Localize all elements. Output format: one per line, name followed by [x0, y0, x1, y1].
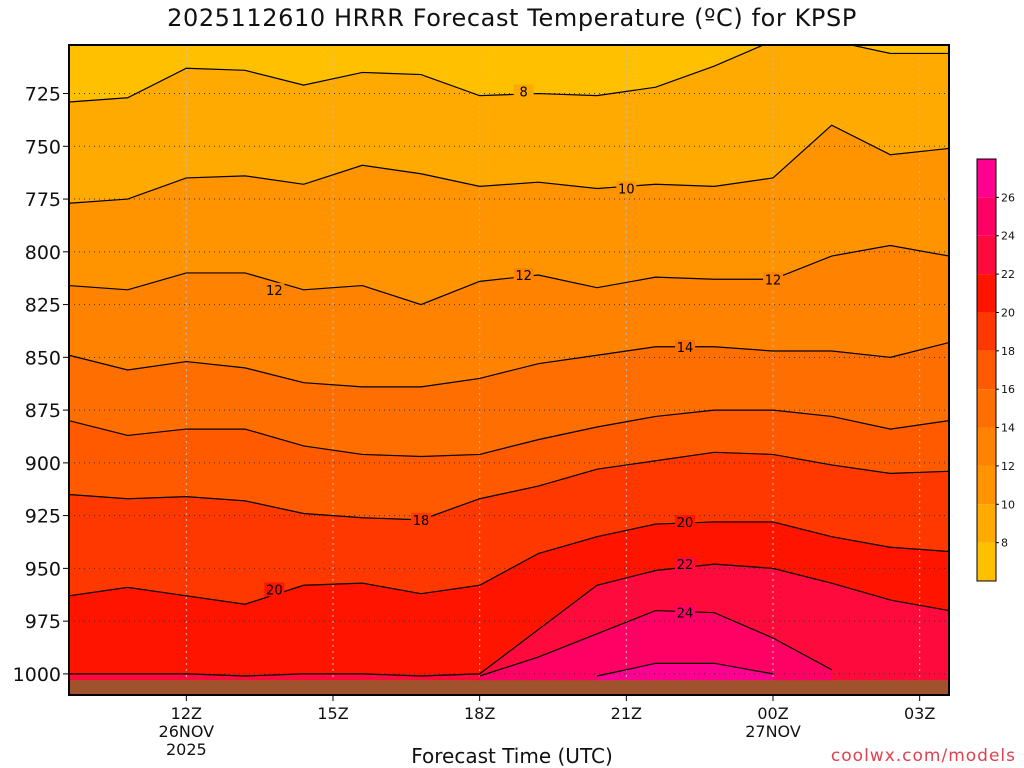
contour-label-bg-0 — [513, 84, 534, 99]
colorbar-tick-label-18: 18 — [1001, 345, 1015, 358]
y-tick-label-875: 875 — [25, 400, 61, 422]
y-tick-label-775: 775 — [25, 189, 61, 211]
y-tick-label-925: 925 — [25, 506, 61, 528]
colorbar-tick-label-14: 14 — [1001, 422, 1015, 435]
x-tick-label-15Z: 15Z — [317, 704, 348, 723]
contour-label-bg-1 — [616, 181, 637, 196]
x-tick-label-03Z: 03Z — [904, 704, 935, 723]
colorbar-tick-label-16: 16 — [1001, 383, 1015, 396]
contour-label-bg-5 — [675, 339, 695, 354]
contour-line-14 — [69, 341, 949, 388]
contour-label-8: 8 — [520, 85, 528, 100]
y-tick-label-800: 800 — [25, 242, 61, 264]
y-tick-label-850: 850 — [25, 347, 61, 369]
colorbar-swatch-16 — [977, 350, 996, 390]
ground-fill — [69, 680, 949, 695]
contour-label-10: 10 — [618, 183, 635, 198]
contour-label-bg-8 — [675, 514, 695, 529]
contour-label-bg-6 — [411, 512, 431, 527]
colorbar: 8 10 12 14 16 18 20 22 24 26 — [976, 158, 1015, 582]
temperature-fills — [69, 45, 949, 695]
ground-layer — [69, 680, 949, 695]
colorbar-tick-label-10: 10 — [1001, 498, 1015, 511]
colorbar-swatch-8 — [977, 504, 996, 543]
colorbar-tick-label-20: 20 — [1001, 306, 1015, 319]
y-tick-label-950: 950 — [25, 558, 61, 580]
colorbar-swatch-10 — [977, 465, 996, 505]
y-tick-label-900: 900 — [25, 453, 61, 475]
colorbar-swatch-22 — [977, 235, 996, 275]
colorbar-tick-label-12: 12 — [1001, 460, 1015, 473]
y-tick-label-825: 825 — [25, 295, 61, 317]
plot-frame — [68, 44, 950, 696]
contour-label-14: 14 — [677, 341, 694, 356]
colorbar-swatch-6 — [977, 542, 996, 581]
colorbar-tick-label-22: 22 — [1001, 268, 1015, 281]
contour-label-12: 12 — [515, 269, 532, 284]
contour-line-10 — [69, 124, 949, 204]
colorbar-tick-label-8: 8 — [1001, 537, 1008, 550]
colorbar-swatch-14 — [977, 389, 996, 428]
contour-label-24: 24 — [677, 607, 694, 622]
x-tick-label-00Z: 00Z — [757, 704, 788, 723]
contour-label-bg-4 — [763, 272, 783, 287]
contour-label-bg-2 — [264, 282, 285, 297]
x-tick-sublabel-27NOV: 27NOV — [745, 722, 801, 741]
contour-line-20 — [69, 521, 949, 605]
contour-label-bg-3 — [513, 268, 534, 283]
contour-line-12 — [69, 244, 949, 306]
x-tick-label-12Z: 12Z — [171, 704, 202, 723]
colorbar-swatch-12 — [977, 427, 996, 466]
y-tick-label-1000: 1000 — [13, 664, 61, 686]
colorbar-frame — [976, 158, 997, 582]
contour-line-18 — [69, 451, 949, 521]
credit-link[interactable]: coolwx.com/models — [830, 746, 1016, 766]
contour-label-12: 12 — [765, 273, 782, 288]
colorbar-swatch-18 — [977, 312, 996, 351]
contour-label-bg-10 — [675, 605, 695, 620]
contour-line-26 — [596, 662, 774, 677]
x-tick-label-18Z: 18Z — [464, 704, 495, 723]
y-tick-label-975: 975 — [25, 611, 61, 633]
colorbar-swatch-24 — [977, 197, 996, 236]
contour-label-18: 18 — [413, 514, 430, 529]
x-tick-sublabel-2025: 2025 — [166, 740, 207, 759]
chart-title: 2025112610 HRRR Forecast Temperature (ºC… — [167, 4, 857, 32]
contour-label-20: 20 — [677, 516, 694, 531]
contour-labels: 8 10 12 12 12 14 18 20 20 22 24 — [264, 84, 783, 622]
contour-label-22: 22 — [677, 558, 694, 573]
colorbar-swatch-26 — [977, 159, 996, 198]
x-tick-label-21Z: 21Z — [611, 704, 642, 723]
contour-line-16 — [69, 409, 949, 458]
y-tick-label-750: 750 — [25, 136, 61, 158]
x-axis-label: Forecast Time (UTC) — [411, 744, 613, 768]
contour-label-bg-9 — [675, 557, 695, 572]
contour-line-8 — [69, 45, 949, 103]
contour-label-12: 12 — [266, 284, 283, 299]
y-tick-label-725: 725 — [25, 84, 61, 106]
contour-label-bg-7 — [264, 582, 285, 597]
contour-line-22 — [69, 563, 949, 677]
contour-label-20: 20 — [266, 583, 283, 598]
x-tick-sublabel-26NOV: 26NOV — [159, 722, 215, 741]
colorbar-tick-label-24: 24 — [1001, 230, 1015, 243]
contour-line-24 — [479, 609, 832, 677]
colorbar-swatch-20 — [977, 274, 996, 313]
gridlines — [69, 45, 949, 695]
y-axis: 725 750 775 800 825 850 875 900 925 950 975 1000 — [13, 84, 69, 686]
contour-lines — [69, 45, 949, 677]
colorbar-tick-label-26: 26 — [1001, 191, 1015, 204]
